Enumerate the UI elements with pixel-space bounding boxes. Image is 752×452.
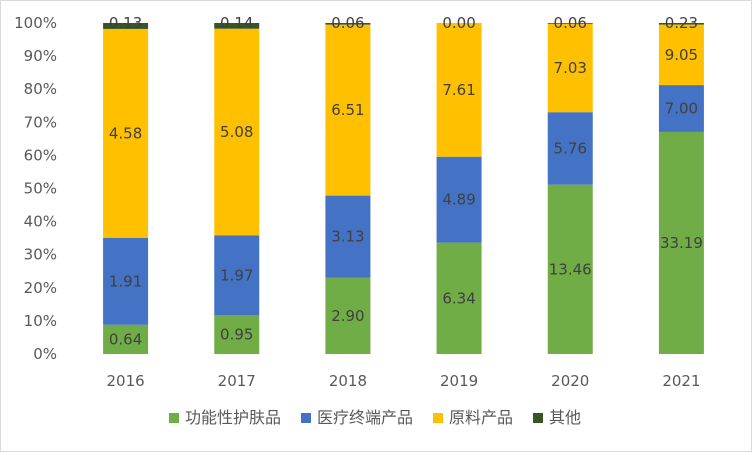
data-label: 7.03 [554, 59, 587, 77]
data-label: 13.46 [549, 260, 592, 278]
data-label: 0.64 [109, 330, 142, 348]
data-label: 4.89 [442, 191, 475, 209]
bar-segment [214, 315, 260, 354]
data-label: 0.13 [109, 14, 142, 32]
bar-segment [214, 23, 260, 29]
legend-label: 原料产品 [449, 408, 513, 427]
y-tick-label: 60% [24, 146, 57, 164]
x-tick-label: 2019 [440, 372, 478, 390]
legend-label: 其他 [549, 408, 581, 427]
data-label: 0.95 [220, 326, 253, 344]
bar-segment [658, 85, 704, 132]
data-label: 9.05 [665, 46, 698, 64]
legend-swatch [533, 413, 543, 423]
data-label: 7.61 [442, 81, 475, 99]
bar-segment [658, 23, 704, 25]
bar-segment [436, 23, 482, 157]
y-tick-label: 0% [33, 345, 57, 363]
x-tick-label: 2020 [551, 372, 589, 390]
legend-swatch [301, 413, 311, 423]
data-label: 6.34 [442, 289, 475, 307]
bar-segment [658, 131, 704, 354]
bar-segment [325, 23, 371, 25]
bar-segment [547, 112, 593, 185]
y-tick-label: 100% [14, 14, 57, 32]
y-tick-label: 90% [24, 47, 57, 65]
y-tick-label: 30% [24, 246, 57, 264]
data-label: 0.06 [554, 14, 587, 32]
bar-segment [103, 28, 149, 238]
data-label: 6.51 [331, 101, 364, 119]
data-label: 1.91 [109, 272, 142, 290]
bar-segment [436, 242, 482, 354]
y-tick-label: 80% [24, 80, 57, 98]
legend-swatch [433, 413, 443, 423]
bar-segment [103, 324, 149, 354]
data-label: 3.13 [331, 228, 364, 246]
data-label: 7.00 [665, 100, 698, 118]
data-label: 5.76 [554, 139, 587, 157]
bar-segment [325, 195, 371, 278]
data-label: 0.06 [331, 14, 364, 32]
x-tick-label: 2018 [329, 372, 367, 390]
data-label: 0.14 [220, 14, 253, 32]
legend-label: 医疗终端产品 [317, 408, 413, 427]
x-tick-label: 2017 [218, 372, 256, 390]
legend-swatch [169, 413, 179, 423]
data-label: 4.58 [109, 124, 142, 142]
bar-segment [547, 23, 593, 24]
bar-segment [214, 28, 260, 236]
bar-segment [436, 156, 482, 243]
data-label: 33.19 [660, 234, 703, 252]
y-tick-label: 10% [24, 312, 57, 330]
bar-segment [547, 184, 593, 354]
y-tick-label: 70% [24, 113, 57, 131]
data-label: 5.08 [220, 123, 253, 141]
bar-segment [103, 237, 149, 325]
y-tick-label: 50% [24, 180, 57, 198]
bar-segment [325, 277, 371, 354]
x-tick-label: 2016 [106, 372, 144, 390]
data-label: 0.23 [665, 14, 698, 32]
x-tick-label: 2021 [662, 372, 700, 390]
bar-segment [547, 23, 593, 113]
data-label: 1.97 [220, 266, 253, 284]
bar-segment [214, 235, 260, 316]
legend-label: 功能性护肤品 [185, 408, 281, 427]
data-label: 2.90 [331, 307, 364, 325]
y-tick-label: 20% [24, 279, 57, 297]
bar-segment [103, 23, 149, 29]
bar-segment [325, 24, 371, 196]
data-label: 0.00 [442, 14, 475, 32]
y-tick-label: 40% [24, 213, 57, 231]
bar-segment [658, 24, 704, 86]
